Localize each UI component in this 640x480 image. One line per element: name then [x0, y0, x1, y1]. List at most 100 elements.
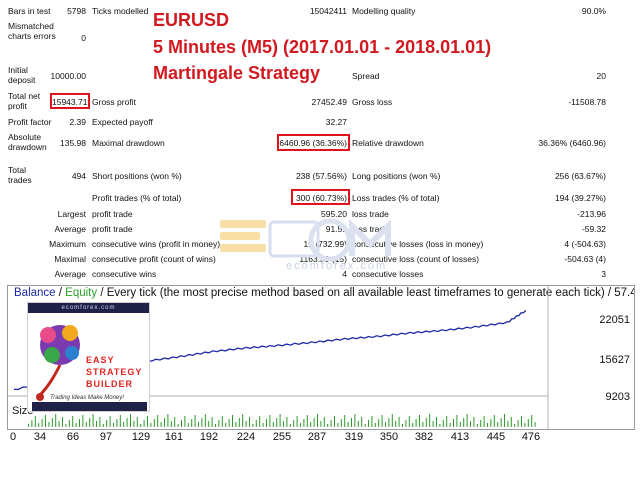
trade-size-bar: [177, 424, 179, 427]
trade-size-bar: [215, 424, 216, 427]
trade-size-bar: [89, 418, 91, 427]
y-tick-label: 22051: [599, 314, 630, 326]
x-tick-label: 445: [486, 431, 506, 443]
bars-in-test-label: Bars in test: [8, 6, 51, 16]
trade-size-bar: [252, 424, 254, 427]
average-consec-wins-label: consecutive wins: [92, 269, 157, 279]
trade-size-bar: [238, 418, 240, 427]
trade-size-bar: [527, 419, 529, 427]
trade-size-bar: [368, 420, 369, 427]
profit-factor-label: Profit factor: [8, 117, 52, 127]
trade-size-bar: [306, 415, 308, 427]
trade-size-bar: [317, 414, 318, 427]
watermark-logo: ecomforex.com: [218, 212, 448, 274]
trade-size-bar: [276, 418, 278, 427]
trade-size-bar: [82, 415, 84, 427]
brain-gears-icon: [36, 325, 80, 401]
ad-title-easy: EASY: [86, 355, 115, 365]
x-tick-label: 97: [99, 431, 113, 443]
trade-size-bar: [300, 423, 301, 427]
trade-size-bar: [459, 422, 461, 427]
absolute-drawdown-label: Absolute drawdown: [8, 132, 47, 152]
mismatched-label: Mismatched charts errors: [8, 21, 56, 41]
long-positions-label: Long positions (won %): [352, 171, 441, 181]
largest-profit-value: 595.20: [321, 209, 347, 219]
trade-size-bar: [28, 424, 29, 427]
trade-size-bar: [507, 421, 509, 427]
trade-size-bar: [140, 424, 142, 427]
trade-size-bar: [473, 417, 475, 427]
maximum-losses-value: 4 (-504.63): [564, 239, 606, 249]
trade-size-bar: [470, 421, 471, 427]
legend-separator-1: /: [55, 287, 66, 299]
long-positions-value: 256 (63.67%): [554, 171, 606, 181]
trade-size-bar: [65, 424, 67, 427]
trade-size-bar: [490, 419, 492, 427]
trade-size-bar: [31, 420, 33, 427]
trade-size-bar: [225, 423, 227, 427]
initial-deposit-label: Initial deposit: [8, 65, 36, 85]
maximal-drawdown-label: Maximal drawdown: [92, 138, 165, 148]
spread-label: Spread: [352, 71, 380, 81]
initial-deposit-value: 10000.00: [50, 71, 86, 81]
trade-size-bars: [28, 414, 536, 427]
trade-size-bar: [232, 415, 233, 427]
trade-size-bar: [354, 414, 356, 427]
maximal-loss-value: -504.63 (4): [564, 254, 606, 264]
highlight-profit-trades-box: [291, 189, 350, 205]
trade-size-bar: [68, 420, 70, 427]
gross-loss-value: -11508.78: [568, 97, 606, 107]
trade-size-bar: [109, 416, 111, 427]
trade-size-bar: [136, 417, 138, 427]
trade-size-bar: [191, 419, 193, 427]
trade-size-bar: [303, 419, 305, 427]
trade-size-bar: [208, 421, 210, 427]
trade-size-bar: [289, 424, 291, 427]
trade-size-bar: [228, 419, 230, 427]
average-label: Average: [54, 224, 86, 234]
easy-strategy-builder-ad[interactable]: ecomforex.com EASY STRATEGY BUILDER Trad…: [27, 302, 150, 412]
x-tick-label: 413: [450, 431, 470, 443]
trade-size-bar: [517, 420, 519, 427]
graph-legend: Balance / Equity / Every tick (the most …: [14, 287, 634, 299]
trade-size-bar: [150, 423, 152, 427]
trade-size-bar: [344, 415, 346, 427]
trade-size-bar: [34, 416, 36, 427]
loss-trades-label: Loss trades (% of total): [352, 193, 440, 203]
trade-size-bar: [388, 418, 390, 427]
profit-factor-value: 2.39: [69, 117, 86, 127]
trade-size-bar: [92, 414, 94, 427]
x-tick-label: 161: [164, 431, 184, 443]
trade-size-bar: [126, 418, 128, 427]
trade-size-bar: [347, 422, 349, 427]
trade-size-bar: [45, 415, 46, 427]
trade-size-bar: [147, 416, 148, 427]
overlay-symbol: EURUSD: [153, 10, 230, 30]
trade-size-bar: [167, 414, 169, 427]
maximum-wins-label: consecutive wins (profit in money): [92, 239, 221, 249]
trade-size-bar: [259, 416, 261, 427]
trade-size-bar: [340, 419, 342, 427]
trade-size-bar: [293, 420, 295, 427]
maximal-drawdown-value: 6460.96 (36.36%): [279, 138, 347, 148]
trade-size-bar: [99, 417, 101, 427]
short-positions-value: 238 (57.56%): [295, 171, 347, 181]
x-tick-label: 319: [344, 431, 364, 443]
trade-size-bar: [480, 420, 482, 427]
trade-size-bar: [524, 423, 526, 427]
largest-label: Largest: [57, 209, 86, 219]
trade-size-bar: [170, 421, 172, 427]
trade-size-bar: [184, 416, 186, 427]
trade-size-bar: [439, 424, 441, 427]
trade-size-bar: [412, 423, 414, 427]
trade-size-bar: [55, 414, 57, 427]
trade-size-bar: [327, 424, 329, 427]
trade-size-bar: [269, 415, 271, 427]
mismatched-value: 0: [81, 33, 86, 43]
trade-size-bar: [279, 414, 281, 427]
trade-size-bar: [391, 414, 393, 427]
trade-size-bar: [106, 420, 108, 427]
trade-size-bar: [405, 420, 407, 427]
trade-size-bar: [119, 415, 121, 427]
trade-size-bar: [510, 417, 512, 427]
